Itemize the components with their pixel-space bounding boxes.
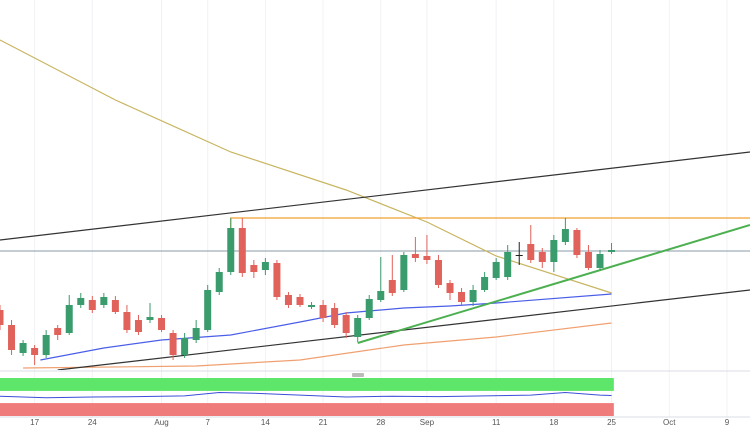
candle-body xyxy=(146,317,154,320)
candle-body xyxy=(400,255,408,290)
candle-body xyxy=(42,335,50,355)
x-tick-label: 14 xyxy=(261,418,270,427)
candle-body xyxy=(261,262,269,270)
candle-body xyxy=(8,325,16,350)
x-tick-label: Oct xyxy=(663,418,676,427)
candle-body xyxy=(584,252,592,268)
candle-body xyxy=(250,265,258,272)
x-tick-label: 25 xyxy=(607,418,616,427)
candle-body xyxy=(123,312,131,330)
candle-body xyxy=(111,300,119,312)
lower-band xyxy=(0,403,614,416)
x-tick-label: 28 xyxy=(376,418,385,427)
candle-body xyxy=(31,348,39,355)
candle-body xyxy=(19,343,27,353)
candle-body xyxy=(458,292,466,302)
candle-body xyxy=(596,254,604,268)
x-tick-label: 11 xyxy=(492,418,501,427)
candle-body xyxy=(342,315,350,333)
x-tick-label: 9 xyxy=(725,418,730,427)
upper-band xyxy=(0,378,614,391)
candle-body xyxy=(538,252,546,262)
candle-body xyxy=(88,300,96,310)
overlay-line xyxy=(23,322,612,369)
x-tick-label: Aug xyxy=(154,418,168,427)
candle-body xyxy=(284,295,292,305)
x-tick-label: 24 xyxy=(88,418,97,427)
candle-body xyxy=(238,228,246,273)
candle-body xyxy=(100,297,108,305)
candle-body xyxy=(446,283,454,293)
candle-body xyxy=(469,290,477,302)
overlay-line xyxy=(0,39,612,294)
candle-body xyxy=(296,297,304,305)
candle-body xyxy=(169,333,177,355)
x-tick-label: 7 xyxy=(205,418,210,427)
overlay-line xyxy=(230,217,750,228)
x-tick-label: 21 xyxy=(319,418,328,427)
candle-body xyxy=(319,305,327,318)
candle-body xyxy=(561,229,569,242)
candle-body xyxy=(273,263,281,297)
candle-body xyxy=(227,228,235,272)
x-tick-label: 18 xyxy=(549,418,558,427)
candle-body xyxy=(158,318,166,330)
candle-body xyxy=(215,272,223,292)
overlay-line xyxy=(0,151,750,241)
x-tick-label: Sep xyxy=(420,418,435,427)
candle-body xyxy=(423,256,431,260)
candle-body xyxy=(388,280,396,293)
candle-body xyxy=(550,240,558,262)
resize-handle[interactable] xyxy=(352,373,364,377)
candle-body xyxy=(77,298,85,305)
indicator-line xyxy=(0,391,612,399)
candle-body xyxy=(308,305,316,307)
candle-body xyxy=(515,255,523,256)
candle-body xyxy=(481,277,489,290)
indicator-panel xyxy=(0,378,614,416)
candle-body xyxy=(411,254,419,258)
candle-body xyxy=(192,328,200,340)
candle-body xyxy=(181,338,189,355)
candle-body xyxy=(65,305,73,333)
grid xyxy=(34,0,728,417)
candle-body xyxy=(0,310,4,325)
overlay-line xyxy=(357,224,750,344)
candle-body xyxy=(134,320,142,332)
candle-body xyxy=(377,291,385,300)
main-panel xyxy=(0,39,750,370)
x-tick-label: 17 xyxy=(30,418,39,427)
candle-body xyxy=(365,299,373,318)
x-axis: 17 24 Aug 7 14 21 28 Sep 11 18 25 Oct 9 xyxy=(30,418,730,427)
candle-body xyxy=(54,328,62,335)
candle-body xyxy=(527,244,535,260)
candle-body xyxy=(434,260,442,285)
candle-body xyxy=(204,290,212,330)
candle-body xyxy=(331,308,339,325)
candle-body xyxy=(492,262,500,278)
candle-body xyxy=(354,318,362,337)
candle-body xyxy=(573,230,581,255)
candle-body xyxy=(608,250,616,252)
candle-body xyxy=(504,252,512,277)
